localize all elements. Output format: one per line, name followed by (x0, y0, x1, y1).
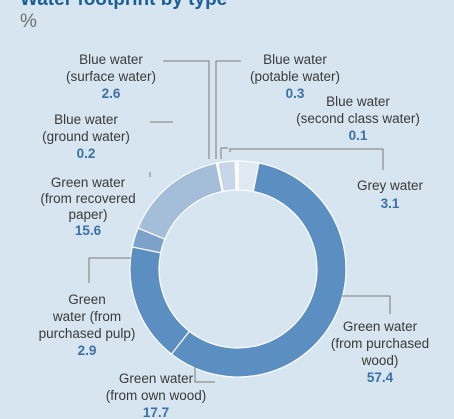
chart-title: Water footprint by type (20, 0, 227, 11)
label-green-water-from-recovered-paper-line-2: (from recovered (40, 191, 135, 206)
header-strip: Water footprint by type (0, 0, 454, 12)
value-blue-water-second-class-water: 0.1 (349, 128, 368, 143)
slice-green-water-from-own-wood (129, 246, 191, 355)
label-blue-water-potable-water-line-1: Blue water (263, 52, 327, 67)
leader-blue-water-surface-water (163, 60, 210, 159)
value-blue-water-surface-water: 2.6 (102, 86, 121, 101)
value-grey-water: 3.1 (381, 196, 400, 211)
value-green-water-from-recovered-paper: 15.6 (75, 223, 102, 238)
label-green-water-from-purchased-wood-line-2: (from purchased (331, 336, 429, 351)
slice-green-water-from-recovered-paper (137, 162, 223, 240)
label-blue-water-potable-water-line-2: (potable water) (250, 69, 340, 84)
label-green-water-from-purchased-pulp-line-2: water (from (52, 309, 121, 324)
label-blue-water-ground-water-line-2: (ground water) (42, 129, 130, 144)
leader-green-water-from-purchased-pulp (88, 257, 131, 283)
value-green-water-from-purchased-wood: 57.4 (367, 370, 394, 385)
slice-blue-water-second-class-water (236, 160, 239, 191)
leader-green-water-from-own-wood (194, 365, 215, 383)
label-green-water-from-purchased-wood-line-3: wood) (361, 353, 399, 368)
value-green-water-from-purchased-pulp: 2.9 (78, 343, 97, 358)
value-green-water-from-own-wood: 17.7 (143, 405, 169, 419)
leader-green-water-from-purchased-wood (342, 295, 391, 314)
label-green-water-from-own-wood-line-2: (from own wood) (106, 388, 207, 403)
value-blue-water-potable-water: 0.3 (286, 86, 305, 101)
leader-blue-water-second-class-water (220, 147, 228, 159)
label-blue-water-surface-water-line-2: (surface water) (66, 69, 156, 84)
label-grey-water-line-1: Grey water (357, 178, 424, 193)
leader-grey-water (229, 148, 384, 170)
label-green-water-from-recovered-paper-line-1: Green water (51, 175, 126, 190)
label-green-water-from-purchased-pulp-line-1: Green (68, 292, 106, 307)
donut-slices (129, 160, 347, 378)
label-green-water-from-purchased-wood-line-1: Green water (343, 319, 418, 334)
unit-label: % (20, 11, 37, 32)
label-green-water-from-purchased-pulp-line-3: purchased pulp) (39, 326, 136, 341)
leader-blue-water-potable-water (215, 60, 241, 159)
label-blue-water-ground-water-line-1: Blue water (54, 112, 118, 127)
slice-green-water-from-purchased-wood (170, 162, 347, 378)
label-blue-water-surface-water-line-1: Blue water (79, 52, 143, 67)
leader-lines (88, 60, 391, 383)
label-blue-water-second-class-water-line-1: Blue water (326, 94, 390, 109)
label-blue-water-second-class-water-line-2: (second class water) (296, 111, 420, 126)
value-blue-water-ground-water: 0.2 (77, 146, 96, 161)
slice-labels: Grey water 3.1 Green water (from purchased w… (39, 52, 430, 419)
label-green-water-from-own-wood-line-1: Green water (119, 371, 194, 386)
label-green-water-from-recovered-paper-line-3: paper) (68, 207, 107, 222)
